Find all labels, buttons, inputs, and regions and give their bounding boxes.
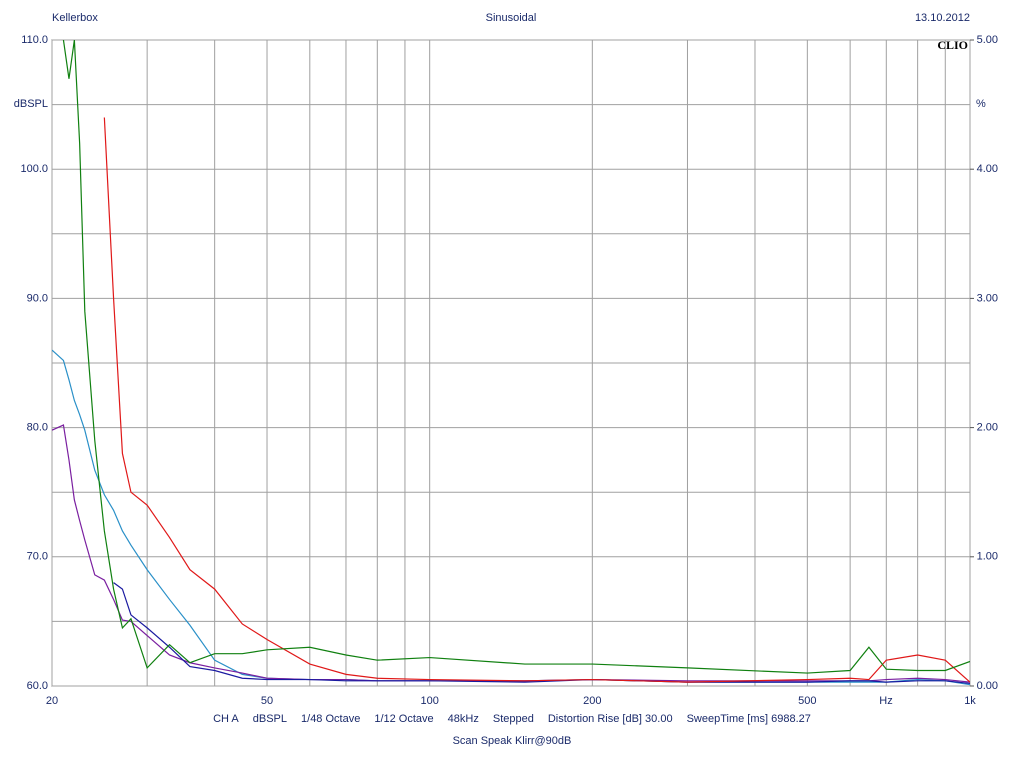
x-tick-label: 50 [261, 695, 273, 707]
series-lines [52, 40, 970, 686]
x-axis-label: Hz [879, 695, 892, 707]
y-tick-label: 110.0 [21, 34, 48, 46]
series-line [113, 582, 970, 685]
grid [51, 39, 971, 687]
x-tick-label: 100 [420, 695, 438, 707]
y-tick-label: 90.0 [27, 292, 48, 304]
footer-item: Distortion Rise [dB] 30.00 [547, 713, 673, 725]
x-tick-label: 500 [798, 695, 816, 707]
x-tick-label: 200 [583, 695, 601, 707]
series-line [62, 40, 970, 674]
labels: Kellerbox Sinusoidal 13.10.2012 CLIO dBS… [14, 12, 998, 707]
footer-settings: CH A dBSPL 1/48 Octave 1/12 Octave 48kHz Step… [0, 713, 1024, 725]
y-tick-label: 80.0 [27, 422, 48, 434]
footer-item: SweepTime [ms] 6988.27 [686, 713, 811, 725]
y-tick-label: 100.0 [20, 163, 48, 175]
y2-tick-label: 0.00 [977, 680, 998, 692]
header-left: Kellerbox [52, 12, 98, 24]
y2-tick-label: 3.00 [977, 292, 998, 304]
chart-title: Sinusoidal [486, 12, 537, 24]
footer-note: Scan Speak Klirr@90dB [452, 735, 572, 747]
y-tick-label: 60.0 [27, 680, 48, 692]
footer-note-row: Scan Speak Klirr@90dB [0, 735, 1024, 747]
y2-tick-label: 5.00 [977, 34, 998, 46]
footer-item: CH A [213, 713, 239, 725]
footer-item: Stepped [492, 713, 534, 725]
brand: CLIO [937, 38, 968, 52]
footer-item: 1/48 Octave [301, 713, 361, 725]
y2-tick-label: 2.00 [977, 422, 998, 434]
y2-tick-label: 4.00 [977, 163, 998, 175]
y2-tick-label: 1.00 [977, 551, 998, 563]
footer-item: dBSPL [252, 713, 288, 725]
y-tick-label: 70.0 [27, 551, 48, 563]
y-axis-label: dBSPL [14, 98, 48, 110]
x-tick-label: 20 [46, 695, 58, 707]
header-right: 13.10.2012 [915, 12, 970, 24]
footer-item: 1/12 Octave [374, 713, 434, 725]
series-line [52, 349, 970, 686]
series-line [103, 117, 970, 683]
x-tick-label: 1k [964, 695, 976, 707]
footer-item: 48kHz [447, 713, 479, 725]
y2-axis-label: % [976, 98, 986, 110]
